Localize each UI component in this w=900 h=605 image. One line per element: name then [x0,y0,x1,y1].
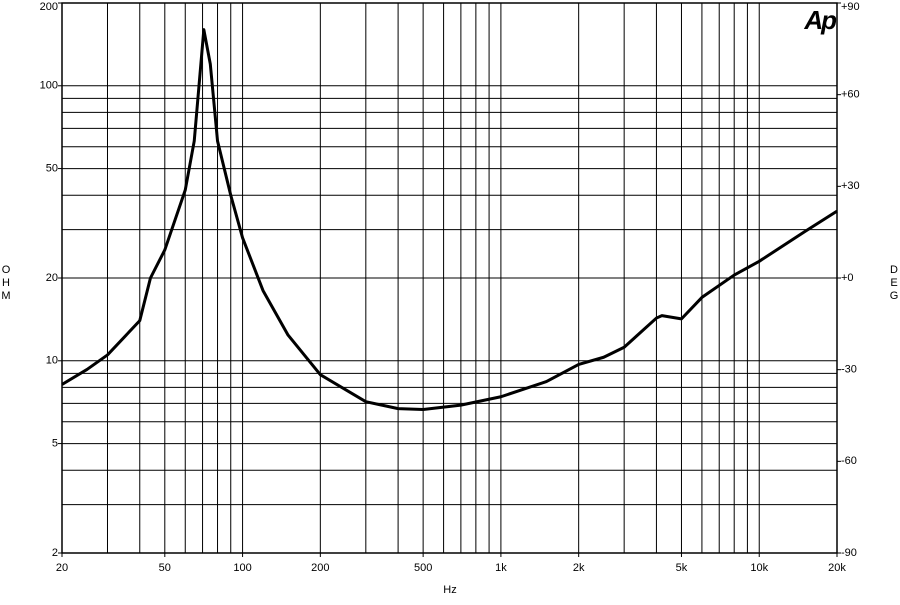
y2-tick-label: -60 [841,455,857,467]
y2-tick-label: +90 [841,1,860,13]
x-tick-label: 10k [750,562,768,574]
impedance-curve [61,28,838,412]
y-tick-label: 200 [40,1,58,13]
y-tick-label: 100 [40,80,58,92]
x-tick-label: 5k [676,562,688,574]
x-tick-label: 20k [828,562,846,574]
y-tick-label: 10 [46,355,58,367]
logo: Ap [803,5,837,35]
y2-tick-label: +0 [841,272,854,284]
x-tick-label: 1k [495,562,507,574]
x-tick-label: 50 [159,562,171,574]
y2-tick-label: +30 [841,180,860,192]
y2-tick-label: -90 [841,547,857,559]
x-tick-label: 100 [233,562,251,574]
x-tick-label: 500 [414,562,432,574]
y2-tick-label: -30 [841,364,857,376]
x-tick-label: 200 [311,562,329,574]
x-axis-label: Hz [443,584,456,596]
x-tick-label: 2k [573,562,585,574]
y-tick-label: 5 [52,437,58,449]
y-tick-label: 50 [46,162,58,174]
x-tick-label: 20 [56,562,68,574]
y2-tick-label: +60 [841,89,860,101]
y-tick-label: 20 [46,272,58,284]
y-tick-label: 2 [52,547,58,559]
